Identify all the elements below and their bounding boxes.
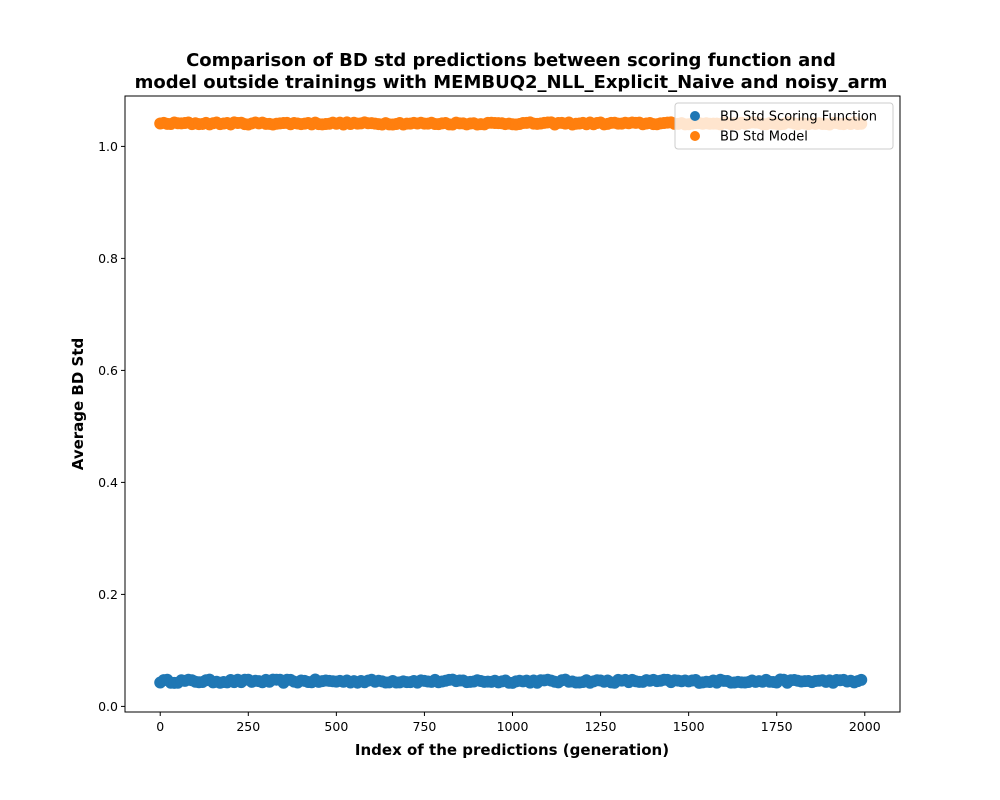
- chart-title-line-2: model outside trainings with MEMBUQ2_NLL…: [135, 72, 888, 93]
- y-tick-label: 0.0: [98, 699, 118, 714]
- legend-entry-label: BD Std Model: [720, 130, 808, 145]
- x-axis-ticks: 0 250 500 750 1000 1250 1500 1750 2000: [156, 712, 881, 734]
- x-tick-label: 500: [324, 719, 348, 734]
- x-tick-label: 1500: [673, 719, 705, 734]
- y-axis-ticks: 0.0 0.2 0.4 0.6 0.8 1.0: [98, 139, 125, 714]
- x-tick-label: 1750: [761, 719, 793, 734]
- legend-marker: [690, 131, 700, 141]
- chart-legend: BD Std Scoring Function BD Std Model: [674, 102, 894, 150]
- data-points-layer: [154, 116, 868, 689]
- x-axis-label: Index of the predictions (generation): [355, 741, 669, 759]
- y-tick-label: 0.4: [98, 475, 118, 490]
- y-tick-label: 0.8: [98, 251, 118, 266]
- legend-entry-label: BD Std Scoring Function: [720, 110, 877, 125]
- legend-box: [674, 102, 894, 150]
- plot-area-frame: [124, 95, 901, 713]
- chart-title-line-1: Comparison of BD std predictions between…: [186, 50, 836, 71]
- y-tick-label: 0.6: [98, 363, 118, 378]
- chart-title: Comparison of BD std predictions between…: [135, 50, 888, 93]
- x-tick-label: 0: [156, 719, 164, 734]
- y-tick-label: 0.2: [98, 587, 118, 602]
- x-tick-label: 1000: [497, 719, 529, 734]
- x-tick-label: 1250: [585, 719, 617, 734]
- data-point: [855, 673, 868, 686]
- x-tick-label: 2000: [849, 719, 881, 734]
- y-axis-label: Average BD Std: [69, 338, 87, 471]
- x-tick-label: 750: [413, 719, 437, 734]
- legend-marker: [690, 111, 700, 121]
- y-tick-label: 1.0: [98, 139, 118, 154]
- x-tick-label: 250: [236, 719, 260, 734]
- series-scoring-function: [154, 673, 868, 689]
